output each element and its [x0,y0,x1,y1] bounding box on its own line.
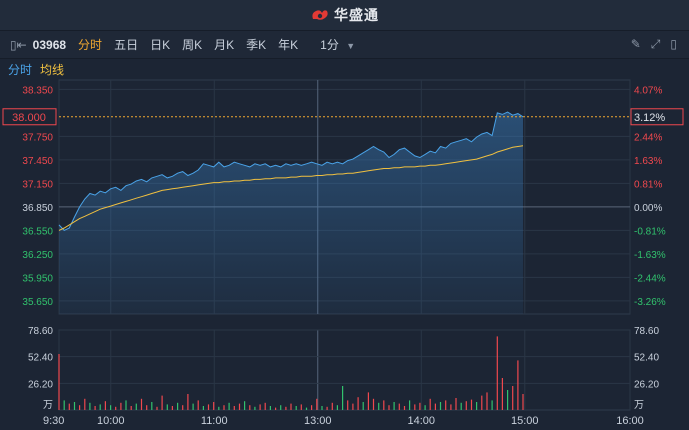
price-tick-label: 38.350 [22,85,53,96]
fullscreen-icon[interactable]: ⤢ [650,37,661,51]
current-pct-label: 3.12% [634,112,665,124]
average-line [58,145,524,231]
chart-legend: 分时 均线 [8,61,64,78]
stock-code: 03968 [32,37,67,52]
volume-tick-label: 78.60 [28,326,53,337]
volume-tick-label-right: 78.60 [634,326,659,337]
current-pct-box [630,108,684,126]
time-tick-label: 11:00 [201,415,228,427]
volume-unit-label: 万 [43,400,53,411]
tab-yearly-k[interactable]: 年K [278,38,299,52]
chevron-down-icon: ▼ [346,41,356,51]
price-tick-label: 36.250 [22,250,53,261]
tab-quarterly-k[interactable]: 季K [246,38,267,52]
huasheng-logo-icon [312,10,328,20]
period-label: 1分 [320,38,339,52]
panel-icon[interactable]: ▯ [670,37,677,51]
time-tick-label: 16:00 [616,415,644,427]
legend-average: 均线 [40,63,65,77]
pct-tick-label: -2.44% [634,273,666,284]
legend-price: 分时 [8,63,33,77]
current-price-label: 38.000 [12,112,46,124]
chart-toolbar: ▯⇤ 03968 分时 五日 日K 周K 月K 季K 年K 1分 ▼ ✎ ⤢ ▯ [0,31,689,59]
collapse-left-icon[interactable]: ▯⇤ [10,37,27,52]
price-area [59,112,523,314]
volume-panel-border [58,329,631,411]
app-header: 华盛通 [0,0,689,31]
pct-tick-label: -3.26% [634,297,666,308]
volume-tick-label-right: 26.20 [634,379,659,390]
price-line [58,111,524,232]
pencil-icon[interactable]: ✎ [630,37,641,51]
time-tick-label: 15:00 [511,415,539,427]
price-tick-label: 35.950 [22,273,53,284]
price-panel-border [58,79,631,315]
price-tick-label: 37.150 [22,179,53,190]
pct-tick-label: 2.44% [634,132,662,143]
time-tick-label: 10:00 [97,415,125,427]
time-tick-label: 14:00 [408,415,436,427]
volume-unit-label-right: 万 [634,400,644,411]
brand-name: 华盛通 [334,7,379,23]
volume-tick-label-right: 52.40 [634,353,659,364]
period-select[interactable]: 1分 ▼ [320,36,355,53]
price-tick-label: 36.550 [22,226,53,237]
pct-tick-label: -1.63% [634,250,666,261]
tab-daily-k[interactable]: 日K [150,38,171,52]
price-tick-label: 37.750 [22,132,53,143]
pct-tick-label: 0.81% [634,179,662,190]
price-tick-label: 37.450 [22,156,53,167]
pct-tick-label: 4.07% [634,85,662,96]
current-price-box [2,108,57,126]
brand: 华盛通 [310,5,379,25]
price-tick-label: 36.850 [22,203,53,214]
tab-weekly-k[interactable]: 周K [182,38,203,52]
time-tick-label: 9:30 [43,415,64,427]
pct-tick-label: -0.81% [634,226,666,237]
tab-monthly-k[interactable]: 月K [214,38,235,52]
pct-tick-label: 0.00% [634,203,662,214]
tab-five-day[interactable]: 五日 [114,38,139,52]
time-tick-label: 13:00 [304,415,332,427]
toolbar-tools: ✎ ⤢ ▯ [631,37,677,52]
price-tick-label: 35.650 [22,297,53,308]
volume-tick-label: 52.40 [28,353,53,364]
volume-tick-label: 26.20 [28,379,53,390]
pct-tick-label: 1.63% [634,156,662,167]
tab-intraday[interactable]: 分时 [78,38,103,52]
